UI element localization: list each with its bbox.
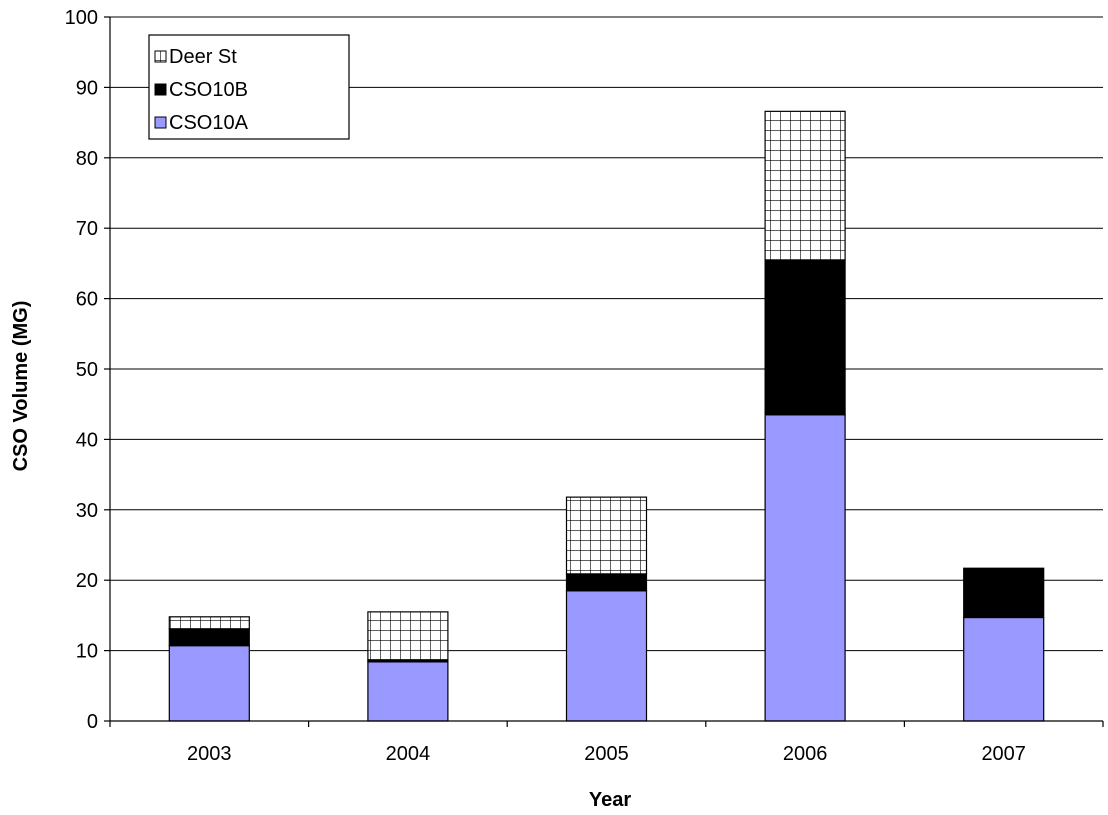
- bar-cso10b-2006: [764, 259, 846, 416]
- y-tick-label: 100: [65, 7, 98, 29]
- gridlines: [110, 16, 1103, 652]
- bar-cso10a-2005: [565, 590, 648, 722]
- bar-deer-st-2004: [367, 611, 449, 661]
- legend-swatch-cso10b: [154, 83, 167, 96]
- bar-cso10b-2007: [963, 567, 1045, 619]
- y-tick-label: 70: [76, 218, 98, 240]
- y-axis-ticks: 0 10 20 30 40 50 60 70 80 90 100: [65, 7, 110, 733]
- legend-label-deer-st: Deer St: [169, 46, 237, 68]
- bar-cso10a-2004: [367, 661, 449, 722]
- y-tick-label: 50: [76, 359, 98, 381]
- y-axis-title: CSO Volume (MG): [10, 301, 32, 472]
- bar-deer-st-2006: [764, 110, 846, 261]
- y-tick-label: 80: [76, 148, 98, 170]
- y-tick-label: 0: [87, 711, 98, 733]
- bar-cso10b-2003: [168, 628, 250, 647]
- legend-swatch-cso10a: [154, 116, 167, 129]
- bars: [168, 110, 1045, 722]
- y-tick-label: 30: [76, 500, 98, 522]
- y-tick-label: 10: [76, 641, 98, 663]
- y-tick-label: 90: [76, 77, 98, 99]
- legend: Deer St CSO10B CSO10A: [148, 34, 350, 140]
- x-axis-ticks: 2003 2004 2005 2006 2007: [109, 721, 1104, 765]
- x-tick-label: 2003: [187, 743, 232, 765]
- bar-cso10a-2003: [168, 645, 250, 722]
- x-axis-title: Year: [589, 789, 631, 811]
- legend-label-cso10b: CSO10B: [169, 79, 248, 101]
- bar-cso10a-2007: [963, 616, 1045, 722]
- bar-cso10b-2005: [565, 573, 648, 592]
- legend-swatch-deer-st: [154, 50, 167, 63]
- y-tick-label: 40: [76, 429, 98, 451]
- x-tick-label: 2007: [981, 743, 1026, 765]
- bar-cso10a-2006: [764, 414, 846, 722]
- legend-label-cso10a: CSO10A: [169, 112, 249, 134]
- y-tick-label: 20: [76, 570, 98, 592]
- x-tick-label: 2005: [584, 743, 629, 765]
- x-tick-label: 2006: [783, 743, 828, 765]
- y-tick-label: 60: [76, 289, 98, 311]
- x-tick-label: 2004: [386, 743, 431, 765]
- legend-box: [148, 34, 350, 140]
- bar-deer-st-2005: [565, 496, 648, 575]
- bar-deer-st-2003: [168, 616, 250, 630]
